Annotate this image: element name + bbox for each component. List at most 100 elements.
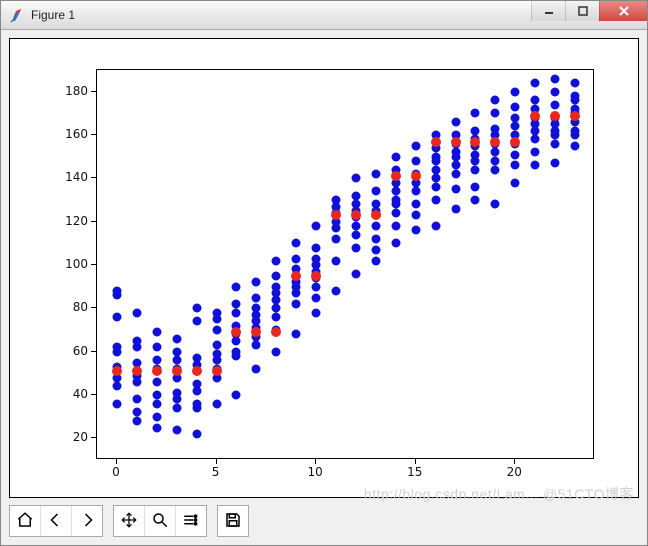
point-samples	[551, 100, 560, 109]
toolbar-group	[113, 505, 207, 537]
point-samples	[212, 315, 221, 324]
app-window: Figure 1 0510152020406080100120140160180…	[0, 0, 648, 546]
point-samples	[471, 165, 480, 174]
point-samples	[411, 187, 420, 196]
point-samples	[491, 200, 500, 209]
point-mean	[311, 271, 321, 281]
point-samples	[252, 293, 261, 302]
point-mean	[172, 366, 182, 376]
point-samples	[112, 399, 121, 408]
xtick-label: 15	[407, 465, 422, 479]
forward-button[interactable]	[71, 506, 102, 536]
point-samples	[571, 79, 580, 88]
titlebar[interactable]: Figure 1	[1, 1, 647, 30]
xtick-mark	[514, 459, 515, 464]
point-samples	[511, 87, 520, 96]
point-samples	[312, 293, 321, 302]
point-samples	[371, 170, 380, 179]
point-samples	[332, 256, 341, 265]
point-samples	[252, 341, 261, 350]
point-samples	[391, 200, 400, 209]
figure-canvas: 0510152020406080100120140160180	[9, 38, 639, 498]
point-samples	[232, 391, 241, 400]
point-samples	[132, 308, 141, 317]
point-samples	[252, 278, 261, 287]
ytick-mark	[91, 394, 96, 395]
ytick-mark	[91, 91, 96, 92]
point-samples	[371, 245, 380, 254]
point-samples	[451, 161, 460, 170]
point-samples	[551, 139, 560, 148]
point-mean	[431, 137, 441, 147]
point-mean	[192, 366, 202, 376]
point-samples	[272, 347, 281, 356]
point-samples	[152, 423, 161, 432]
home-icon	[16, 511, 34, 532]
point-samples	[371, 235, 380, 244]
point-mean	[530, 111, 540, 121]
ytick-label: 120	[62, 214, 88, 228]
point-samples	[491, 96, 500, 105]
maximize-button[interactable]	[565, 1, 599, 21]
ytick-mark	[91, 177, 96, 178]
back-icon	[47, 511, 65, 532]
point-samples	[212, 356, 221, 365]
point-samples	[551, 74, 560, 83]
back-button[interactable]	[40, 506, 71, 536]
home-button[interactable]	[10, 506, 40, 536]
point-mean	[371, 210, 381, 220]
point-samples	[132, 395, 141, 404]
tk-feather-icon	[9, 7, 25, 23]
point-mean	[351, 210, 361, 220]
minimize-button[interactable]	[531, 1, 565, 21]
pan-button[interactable]	[114, 506, 144, 536]
point-samples	[491, 109, 500, 118]
subplots-button[interactable]	[175, 506, 206, 536]
point-samples	[491, 157, 500, 166]
point-samples	[172, 356, 181, 365]
point-samples	[391, 209, 400, 218]
point-samples	[232, 300, 241, 309]
point-samples	[571, 141, 580, 150]
point-samples	[411, 226, 420, 235]
point-samples	[431, 222, 440, 231]
point-samples	[192, 404, 201, 413]
point-samples	[511, 113, 520, 122]
client-area: 0510152020406080100120140160180 http://b…	[1, 30, 647, 546]
point-mean	[490, 137, 500, 147]
point-samples	[192, 304, 201, 313]
ytick-label: 160	[62, 127, 88, 141]
ytick-mark	[91, 437, 96, 438]
xtick-label: 10	[307, 465, 322, 479]
point-samples	[272, 313, 281, 322]
point-mean	[411, 171, 421, 181]
point-samples	[411, 200, 420, 209]
point-samples	[272, 256, 281, 265]
point-samples	[471, 126, 480, 135]
point-samples	[152, 356, 161, 365]
point-samples	[272, 304, 281, 313]
zoom-button[interactable]	[144, 506, 175, 536]
point-mean	[231, 327, 241, 337]
ytick-label: 40	[62, 387, 88, 401]
save-button[interactable]	[218, 506, 248, 536]
point-samples	[312, 308, 321, 317]
point-samples	[192, 317, 201, 326]
point-samples	[511, 122, 520, 131]
point-mean	[470, 137, 480, 147]
point-mean	[212, 366, 222, 376]
point-samples	[232, 336, 241, 345]
point-samples	[411, 157, 420, 166]
point-samples	[431, 174, 440, 183]
point-samples	[451, 185, 460, 194]
point-samples	[292, 239, 301, 248]
point-samples	[172, 395, 181, 404]
point-samples	[411, 141, 420, 150]
point-samples	[551, 87, 560, 96]
point-samples	[292, 300, 301, 309]
toolbar-group	[217, 505, 249, 537]
close-button[interactable]	[599, 1, 647, 21]
point-mean	[550, 111, 560, 121]
point-mean	[451, 137, 461, 147]
point-samples	[571, 131, 580, 140]
